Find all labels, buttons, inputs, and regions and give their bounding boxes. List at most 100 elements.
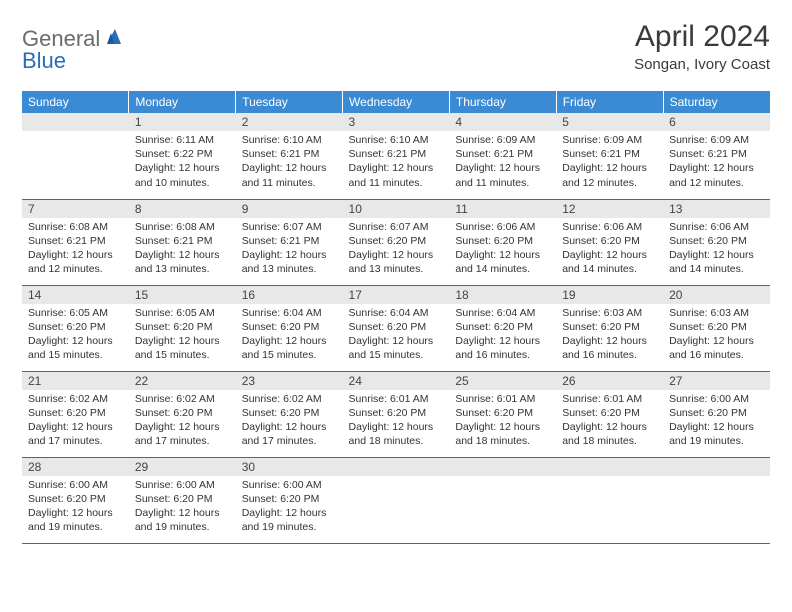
day-number-empty bbox=[343, 458, 450, 476]
sunset-line: Sunset: 6:20 PM bbox=[455, 234, 550, 248]
calendar-row: 14Sunrise: 6:05 AMSunset: 6:20 PMDayligh… bbox=[22, 285, 770, 371]
sunrise-line: Sunrise: 6:00 AM bbox=[669, 392, 764, 406]
daylight-line: Daylight: 12 hours and 14 minutes. bbox=[669, 248, 764, 276]
page-header: General April 2024 Songan, Ivory Coast bbox=[22, 20, 770, 73]
day-details: Sunrise: 6:10 AMSunset: 6:21 PMDaylight:… bbox=[236, 131, 343, 194]
daylight-line: Daylight: 12 hours and 18 minutes. bbox=[455, 420, 550, 448]
calendar-cell: 5Sunrise: 6:09 AMSunset: 6:21 PMDaylight… bbox=[556, 113, 663, 199]
day-number: 8 bbox=[129, 200, 236, 218]
sunrise-line: Sunrise: 6:03 AM bbox=[562, 306, 657, 320]
day-number: 6 bbox=[663, 113, 770, 131]
daylight-line: Daylight: 12 hours and 14 minutes. bbox=[562, 248, 657, 276]
day-number: 11 bbox=[449, 200, 556, 218]
sail-icon bbox=[104, 27, 124, 52]
day-details: Sunrise: 6:05 AMSunset: 6:20 PMDaylight:… bbox=[129, 304, 236, 367]
sunset-line: Sunset: 6:20 PM bbox=[28, 492, 123, 506]
sunrise-line: Sunrise: 6:06 AM bbox=[562, 220, 657, 234]
sunset-line: Sunset: 6:20 PM bbox=[455, 406, 550, 420]
day-number: 17 bbox=[343, 286, 450, 304]
day-number: 19 bbox=[556, 286, 663, 304]
calendar-table: SundayMondayTuesdayWednesdayThursdayFrid… bbox=[22, 91, 770, 544]
sunset-line: Sunset: 6:21 PM bbox=[669, 147, 764, 161]
daylight-line: Daylight: 12 hours and 13 minutes. bbox=[242, 248, 337, 276]
calendar-cell: 9Sunrise: 6:07 AMSunset: 6:21 PMDaylight… bbox=[236, 199, 343, 285]
day-details: Sunrise: 6:11 AMSunset: 6:22 PMDaylight:… bbox=[129, 131, 236, 194]
sunrise-line: Sunrise: 6:02 AM bbox=[28, 392, 123, 406]
sunrise-line: Sunrise: 6:04 AM bbox=[455, 306, 550, 320]
sunset-line: Sunset: 6:21 PM bbox=[242, 147, 337, 161]
sunrise-line: Sunrise: 6:01 AM bbox=[455, 392, 550, 406]
daylight-line: Daylight: 12 hours and 15 minutes. bbox=[28, 334, 123, 362]
daylight-line: Daylight: 12 hours and 11 minutes. bbox=[455, 161, 550, 189]
calendar-cell: 10Sunrise: 6:07 AMSunset: 6:20 PMDayligh… bbox=[343, 199, 450, 285]
sunset-line: Sunset: 6:21 PM bbox=[28, 234, 123, 248]
calendar-cell: 2Sunrise: 6:10 AMSunset: 6:21 PMDaylight… bbox=[236, 113, 343, 199]
weekday-header: Thursday bbox=[449, 91, 556, 113]
sunrise-line: Sunrise: 6:06 AM bbox=[455, 220, 550, 234]
sunset-line: Sunset: 6:21 PM bbox=[349, 147, 444, 161]
day-details: Sunrise: 6:07 AMSunset: 6:21 PMDaylight:… bbox=[236, 218, 343, 281]
calendar-cell: 6Sunrise: 6:09 AMSunset: 6:21 PMDaylight… bbox=[663, 113, 770, 199]
daylight-line: Daylight: 12 hours and 11 minutes. bbox=[349, 161, 444, 189]
calendar-cell: 15Sunrise: 6:05 AMSunset: 6:20 PMDayligh… bbox=[129, 285, 236, 371]
calendar-cell: 12Sunrise: 6:06 AMSunset: 6:20 PMDayligh… bbox=[556, 199, 663, 285]
sunrise-line: Sunrise: 6:08 AM bbox=[28, 220, 123, 234]
daylight-line: Daylight: 12 hours and 17 minutes. bbox=[242, 420, 337, 448]
sunrise-line: Sunrise: 6:01 AM bbox=[562, 392, 657, 406]
calendar-cell: 22Sunrise: 6:02 AMSunset: 6:20 PMDayligh… bbox=[129, 371, 236, 457]
day-number: 14 bbox=[22, 286, 129, 304]
sunset-line: Sunset: 6:22 PM bbox=[135, 147, 230, 161]
calendar-cell: 25Sunrise: 6:01 AMSunset: 6:20 PMDayligh… bbox=[449, 371, 556, 457]
sunset-line: Sunset: 6:20 PM bbox=[28, 406, 123, 420]
day-number: 12 bbox=[556, 200, 663, 218]
weekday-header: Sunday bbox=[22, 91, 129, 113]
day-number: 15 bbox=[129, 286, 236, 304]
day-details: Sunrise: 6:00 AMSunset: 6:20 PMDaylight:… bbox=[663, 390, 770, 453]
day-details: Sunrise: 6:01 AMSunset: 6:20 PMDaylight:… bbox=[556, 390, 663, 453]
sunset-line: Sunset: 6:20 PM bbox=[669, 320, 764, 334]
sunrise-line: Sunrise: 6:04 AM bbox=[349, 306, 444, 320]
sunrise-line: Sunrise: 6:00 AM bbox=[28, 478, 123, 492]
day-number-empty bbox=[556, 458, 663, 476]
day-details: Sunrise: 6:07 AMSunset: 6:20 PMDaylight:… bbox=[343, 218, 450, 281]
calendar-cell: 23Sunrise: 6:02 AMSunset: 6:20 PMDayligh… bbox=[236, 371, 343, 457]
sunrise-line: Sunrise: 6:07 AM bbox=[242, 220, 337, 234]
day-number: 24 bbox=[343, 372, 450, 390]
day-number: 28 bbox=[22, 458, 129, 476]
brand-word-2-wrap: Blue bbox=[22, 48, 66, 74]
day-details: Sunrise: 6:06 AMSunset: 6:20 PMDaylight:… bbox=[556, 218, 663, 281]
day-details: Sunrise: 6:03 AMSunset: 6:20 PMDaylight:… bbox=[663, 304, 770, 367]
calendar-cell: 21Sunrise: 6:02 AMSunset: 6:20 PMDayligh… bbox=[22, 371, 129, 457]
daylight-line: Daylight: 12 hours and 19 minutes. bbox=[28, 506, 123, 534]
calendar-row: 7Sunrise: 6:08 AMSunset: 6:21 PMDaylight… bbox=[22, 199, 770, 285]
calendar-cell bbox=[343, 457, 450, 543]
daylight-line: Daylight: 12 hours and 16 minutes. bbox=[669, 334, 764, 362]
sunrise-line: Sunrise: 6:10 AM bbox=[349, 133, 444, 147]
calendar-cell: 4Sunrise: 6:09 AMSunset: 6:21 PMDaylight… bbox=[449, 113, 556, 199]
calendar-cell: 27Sunrise: 6:00 AMSunset: 6:20 PMDayligh… bbox=[663, 371, 770, 457]
calendar-cell: 17Sunrise: 6:04 AMSunset: 6:20 PMDayligh… bbox=[343, 285, 450, 371]
day-details: Sunrise: 6:04 AMSunset: 6:20 PMDaylight:… bbox=[449, 304, 556, 367]
calendar-row: 1Sunrise: 6:11 AMSunset: 6:22 PMDaylight… bbox=[22, 113, 770, 199]
day-details: Sunrise: 6:00 AMSunset: 6:20 PMDaylight:… bbox=[129, 476, 236, 539]
daylight-line: Daylight: 12 hours and 19 minutes. bbox=[242, 506, 337, 534]
daylight-line: Daylight: 12 hours and 11 minutes. bbox=[242, 161, 337, 189]
calendar-cell bbox=[556, 457, 663, 543]
sunset-line: Sunset: 6:20 PM bbox=[242, 492, 337, 506]
day-number: 23 bbox=[236, 372, 343, 390]
location-label: Songan, Ivory Coast bbox=[634, 56, 770, 73]
day-number: 13 bbox=[663, 200, 770, 218]
calendar-cell: 18Sunrise: 6:04 AMSunset: 6:20 PMDayligh… bbox=[449, 285, 556, 371]
day-number: 26 bbox=[556, 372, 663, 390]
sunrise-line: Sunrise: 6:06 AM bbox=[669, 220, 764, 234]
calendar-cell: 29Sunrise: 6:00 AMSunset: 6:20 PMDayligh… bbox=[129, 457, 236, 543]
calendar-cell: 1Sunrise: 6:11 AMSunset: 6:22 PMDaylight… bbox=[129, 113, 236, 199]
calendar-cell: 26Sunrise: 6:01 AMSunset: 6:20 PMDayligh… bbox=[556, 371, 663, 457]
day-number: 10 bbox=[343, 200, 450, 218]
day-details: Sunrise: 6:02 AMSunset: 6:20 PMDaylight:… bbox=[236, 390, 343, 453]
brand-word-2: Blue bbox=[22, 48, 66, 73]
day-details: Sunrise: 6:00 AMSunset: 6:20 PMDaylight:… bbox=[236, 476, 343, 539]
weekday-header: Friday bbox=[556, 91, 663, 113]
day-number: 3 bbox=[343, 113, 450, 131]
daylight-line: Daylight: 12 hours and 13 minutes. bbox=[349, 248, 444, 276]
